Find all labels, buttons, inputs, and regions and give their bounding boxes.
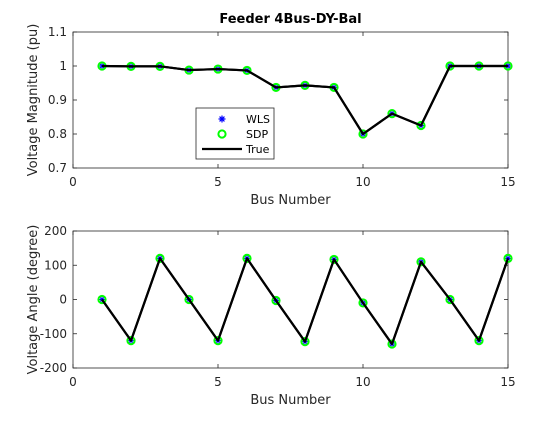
sdp-point — [184, 294, 194, 305]
y-tick-label: 0.9 — [48, 93, 67, 107]
y-tick-label: 1 — [59, 59, 67, 73]
sdp-point — [474, 336, 484, 346]
sdp-point — [445, 294, 455, 305]
series-line-true-top — [101, 257, 510, 346]
sdp-point — [155, 253, 165, 263]
sdp-point — [97, 294, 107, 305]
x-tick-label: 10 — [355, 375, 370, 389]
chart-title: Feeder 4Bus-DY-Bal — [219, 12, 361, 27]
sdp-point — [358, 129, 368, 139]
y-tick-label: 1.1 — [48, 25, 67, 39]
x-tick-label: 5 — [214, 175, 222, 189]
sdp-point — [358, 298, 368, 308]
legend: WLS SDP True — [195, 107, 275, 160]
sdp-point — [213, 336, 223, 346]
legend-label: SDP — [246, 128, 268, 141]
legend-label: WLS — [246, 113, 270, 126]
x-tick-label: 15 — [500, 175, 515, 189]
sdp-point — [387, 109, 397, 119]
sdp-point — [329, 254, 339, 265]
x-axis-label: Bus Number — [250, 193, 331, 208]
series-line-true-top — [101, 64, 508, 136]
legend-marker-sdp — [217, 129, 227, 139]
sdp-point — [416, 257, 426, 267]
y-tick-label: -200 — [40, 361, 67, 375]
y-axis-label: Voltage Angle (degree) — [26, 225, 41, 375]
axes-2: 0 5 10 15 -200 -100 0 100 200 Bus Number Voltage A… — [26, 224, 516, 408]
y-tick-label: 0 — [59, 293, 67, 307]
axes-1: 0 5 10 15 0.7 0.8 0.9 1 1.1 Bus Number Voltage Mag… — [26, 12, 516, 208]
sdp-point — [416, 120, 426, 131]
x-tick-label: 15 — [500, 375, 515, 389]
sdp-point — [242, 253, 252, 263]
sdp-point — [271, 295, 281, 306]
legend-box — [195, 107, 275, 160]
x-axis-label: Bus Number — [250, 393, 331, 408]
sdp-point — [387, 339, 397, 349]
y-tick-label: 100 — [44, 258, 67, 272]
sdp-point — [300, 337, 310, 347]
y-tick-label: 0.8 — [48, 127, 67, 141]
y-tick-label: -100 — [40, 327, 67, 341]
legend-marker-wls — [218, 115, 226, 123]
legend-label: True — [245, 143, 270, 156]
x-tick-label: 0 — [69, 175, 77, 189]
x-tick-label: 0 — [69, 375, 77, 389]
sdp-point — [503, 253, 513, 263]
x-tick-label: 10 — [355, 175, 370, 189]
y-axis-label: Voltage Magnitude (pu) — [26, 24, 41, 177]
sdp-point — [126, 336, 136, 346]
y-tick-label: 200 — [44, 224, 67, 238]
y-tick-label: 0.7 — [48, 161, 67, 175]
x-tick-label: 5 — [214, 375, 222, 389]
